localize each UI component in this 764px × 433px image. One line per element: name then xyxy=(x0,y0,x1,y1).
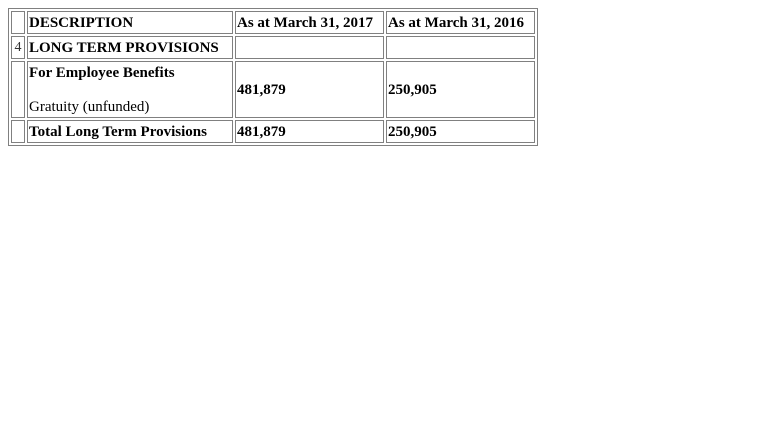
total-value-2016: 250,905 xyxy=(386,120,535,143)
total-label: Total Long Term Provisions xyxy=(27,120,233,143)
section-title: LONG TERM PROVISIONS xyxy=(27,36,233,59)
header-number-cell xyxy=(11,11,25,34)
section-number: 4 xyxy=(11,36,25,59)
total-row: Total Long Term Provisions 481,879 250,9… xyxy=(11,120,535,143)
provisions-table-container: DESCRIPTION As at March 31, 2017 As at M… xyxy=(8,8,538,146)
detail-item: Gratuity (unfunded) xyxy=(29,98,150,115)
detail-row: For Employee Benefits Gratuity (unfunded… xyxy=(11,61,535,118)
detail-value-2017: 481,879 xyxy=(235,61,384,118)
header-2016: As at March 31, 2016 xyxy=(386,11,535,34)
total-number-cell xyxy=(11,120,25,143)
table-header-row: DESCRIPTION As at March 31, 2017 As at M… xyxy=(11,11,535,34)
detail-value-2016: 250,905 xyxy=(386,61,535,118)
detail-description: For Employee Benefits Gratuity (unfunded… xyxy=(27,61,233,118)
section-2016-cell xyxy=(386,36,535,59)
section-row: 4 LONG TERM PROVISIONS xyxy=(11,36,535,59)
long-term-provisions-table: DESCRIPTION As at March 31, 2017 As at M… xyxy=(8,8,538,146)
detail-heading: For Employee Benefits xyxy=(29,64,175,81)
section-2017-cell xyxy=(235,36,384,59)
header-2017: As at March 31, 2017 xyxy=(235,11,384,34)
total-value-2017: 481,879 xyxy=(235,120,384,143)
header-description: DESCRIPTION xyxy=(27,11,233,34)
detail-number-cell xyxy=(11,61,25,118)
